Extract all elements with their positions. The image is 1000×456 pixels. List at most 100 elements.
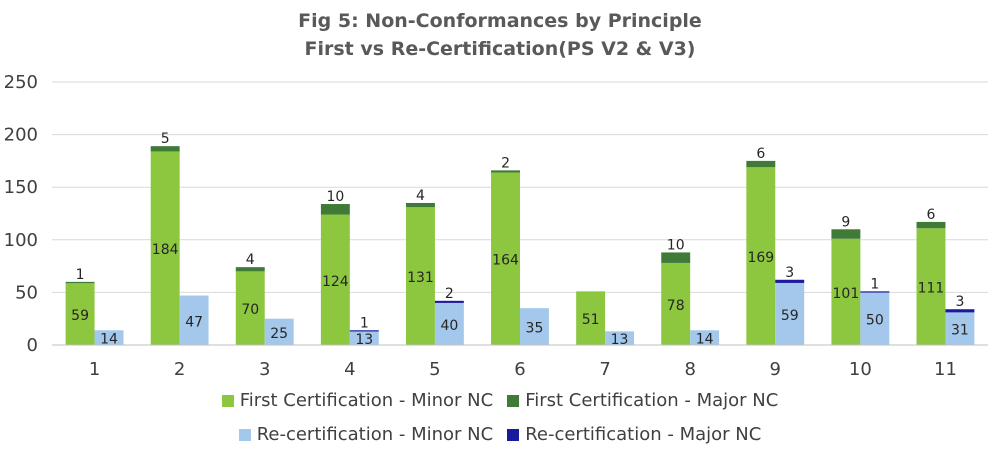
- bar-re-minor: [179, 295, 209, 345]
- data-label-first-major: 2: [501, 155, 510, 171]
- bar-first-minor: [491, 172, 520, 345]
- bar-first-major: [405, 202, 435, 208]
- bar-first-minor: [150, 151, 180, 345]
- bar-re-major: [434, 300, 464, 303]
- bar-first-major: [65, 281, 95, 284]
- data-label-first-minor: 101: [833, 286, 860, 302]
- legend-label-re-major: Re-certification - Major NC: [525, 424, 762, 445]
- bar-re-minor: [860, 292, 890, 345]
- y-tick-label: 250: [4, 72, 38, 93]
- bar-re-minor: [520, 308, 549, 345]
- data-label-first-minor: 131: [407, 270, 434, 286]
- data-label-first-minor: 184: [152, 242, 179, 258]
- bar-first-major: [746, 160, 776, 168]
- data-label-first-major: 4: [416, 188, 425, 204]
- data-label-first-major: 9: [841, 214, 850, 230]
- x-tick-label: 8: [684, 359, 695, 380]
- legend-swatch-first-major: [507, 394, 520, 407]
- legend-swatch-re-minor: [238, 428, 251, 441]
- bar-re-major: [349, 330, 379, 332]
- bar-first-minor: [235, 271, 265, 345]
- bar-first-minor: [746, 167, 776, 345]
- legend-label-first-major: First Certification - Major NC: [525, 390, 779, 411]
- data-label-re-major: 2: [445, 286, 454, 302]
- bar-first-major: [235, 267, 265, 272]
- x-tick-label: 10: [849, 359, 872, 380]
- data-label-re-minor: 13: [611, 332, 629, 348]
- data-label-first-major: 10: [667, 237, 685, 253]
- bar-re-minor: [605, 331, 635, 345]
- x-tick-label: 5: [429, 359, 440, 380]
- data-label-re-minor: 35: [526, 321, 544, 337]
- data-label-first-minor: 169: [747, 250, 774, 266]
- data-label-first-major: 6: [927, 207, 936, 223]
- bar-re-minor: [264, 318, 294, 345]
- legend-item-first-major: First Certification - Major NC: [507, 390, 778, 411]
- chart-title: Fig 5: Non-Conformances by Principle: [298, 10, 702, 32]
- x-tick-label: 11: [934, 359, 957, 380]
- bar-first-minor: [405, 207, 435, 345]
- x-tick-label: 4: [344, 359, 355, 380]
- data-label-re-major: 1: [360, 315, 369, 331]
- data-label-first-minor: 78: [667, 298, 685, 314]
- legend-label-re-minor: Re-certification - Minor NC: [256, 424, 494, 445]
- bar-re-minor: [690, 330, 720, 345]
- data-label-first-major: 5: [161, 131, 170, 147]
- bar-first-minor: [831, 238, 861, 345]
- data-label-re-minor: 40: [440, 318, 458, 334]
- data-label-first-minor: 59: [71, 308, 89, 324]
- bar-re-major: [860, 291, 890, 293]
- data-label-re-minor: 59: [781, 308, 799, 324]
- y-tick-label: 100: [4, 230, 38, 251]
- bar-re-minor: [775, 282, 805, 345]
- data-label-re-minor: 14: [696, 332, 714, 348]
- data-label-re-minor: 31: [951, 323, 969, 339]
- bar-first-major: [831, 229, 861, 239]
- data-label-first-minor: 111: [918, 281, 945, 297]
- x-tick-label: 3: [259, 359, 270, 380]
- data-label-re-minor: 50: [866, 313, 884, 329]
- legend-item-re-major: Re-certification - Major NC: [507, 424, 761, 445]
- data-label-re-minor: 13: [355, 332, 373, 348]
- bar-re-minor: [94, 330, 124, 345]
- bar-re-minor: [349, 331, 379, 345]
- x-tick-label: 6: [514, 359, 525, 380]
- data-label-first-major: 1: [76, 267, 85, 283]
- legend-label-first-minor: First Certification - Minor NC: [239, 390, 494, 411]
- bar-re-major: [945, 309, 975, 313]
- bar-first-minor: [916, 228, 946, 345]
- legend-item-re-minor: Re-certification - Minor NC: [238, 424, 494, 445]
- legend-swatch-first-minor: [221, 394, 234, 407]
- data-label-first-minor: 70: [241, 302, 259, 318]
- bar-re-minor: [434, 302, 464, 345]
- data-label-re-major: 3: [955, 294, 964, 310]
- bar-first-major: [661, 252, 691, 263]
- bar-first-major: [916, 221, 946, 229]
- data-label-first-major: 4: [246, 252, 255, 268]
- y-tick-label: 150: [4, 177, 38, 198]
- bar-first-minor: [320, 214, 350, 345]
- data-label-first-minor: 164: [492, 253, 519, 269]
- legend-item-first-minor: First Certification - Minor NC: [221, 390, 494, 411]
- data-label-re-major: 1: [870, 276, 879, 292]
- data-label-first-major: 10: [326, 189, 344, 205]
- x-tick-label: 9: [770, 359, 781, 380]
- bar-first-minor: [65, 282, 95, 345]
- y-tick-label: 50: [15, 282, 38, 303]
- bar-re-minor: [945, 312, 975, 345]
- bar-first-major: [320, 204, 350, 215]
- data-label-re-minor: 14: [100, 332, 118, 348]
- bar-re-major: [775, 279, 805, 283]
- data-label-first-major: 6: [756, 146, 765, 162]
- data-label-first-minor: 51: [582, 312, 600, 328]
- bar-first-major: [491, 170, 520, 173]
- chart-subtitle: First vs Re-Certification(PS V2 & V3): [304, 38, 696, 60]
- data-label-re-major: 3: [785, 265, 794, 281]
- y-tick-label: 0: [27, 335, 38, 356]
- data-label-re-minor: 25: [270, 326, 288, 342]
- y-tick-label: 200: [4, 125, 38, 146]
- legend-swatch-re-major: [507, 428, 520, 441]
- data-label-first-minor: 124: [322, 274, 349, 290]
- bar-first-major: [150, 146, 180, 152]
